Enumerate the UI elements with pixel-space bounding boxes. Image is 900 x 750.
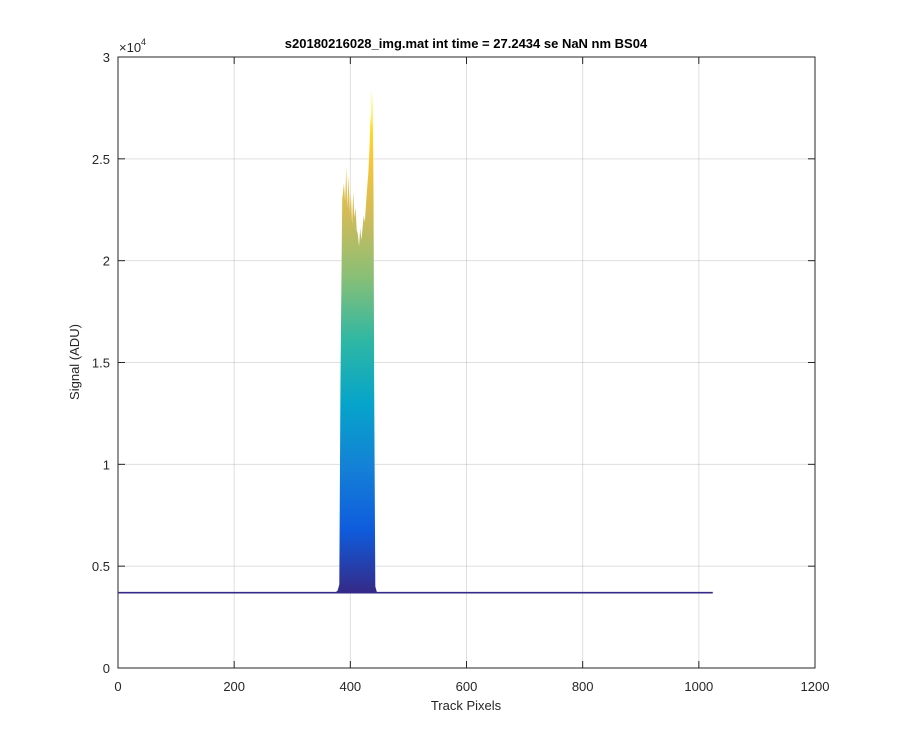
x-tick-label: 0 (114, 679, 121, 694)
y-tick-label: 0.5 (92, 559, 110, 574)
x-tick-label: 1000 (684, 679, 713, 694)
plot-background (118, 57, 815, 668)
x-tick-label: 400 (339, 679, 361, 694)
y-tick-label: 0 (103, 661, 110, 676)
x-axis-ticks: 0 200 400 600 800 1000 1200 (114, 57, 829, 694)
data-layer (118, 89, 713, 594)
x-tick-label: 800 (572, 679, 594, 694)
y-tick-label: 2 (103, 254, 110, 269)
y-axis-exponent: ×10 4 (119, 37, 146, 55)
y-tick-label: 1.5 (92, 356, 110, 371)
y-axis-label: Signal (ADU) (67, 324, 82, 400)
signal-peak-area (335, 89, 378, 593)
x-axis-label: Track Pixels (431, 698, 502, 713)
y-axis-ticks: 0 0.5 1 1.5 2 2.5 3 (92, 50, 815, 676)
chart-title: s20180216028_img.mat int time = 27.2434 … (285, 36, 648, 51)
x-tick-label: 600 (456, 679, 478, 694)
y-tick-label: 1 (103, 457, 110, 472)
x-tick-label: 1200 (801, 679, 830, 694)
exponent-base: ×10 (119, 40, 141, 55)
y-tick-label: 3 (103, 50, 110, 65)
exponent-power: 4 (141, 37, 146, 47)
x-tick-label: 200 (223, 679, 245, 694)
y-tick-label: 2.5 (92, 152, 110, 167)
